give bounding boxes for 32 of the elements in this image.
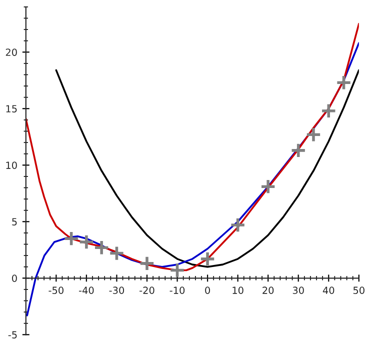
point [108,245,125,262]
x-tick-label: 40 [322,286,334,294]
y-tick-label: 0 [12,274,17,282]
x-tick-label: 20 [262,286,274,294]
point [290,142,306,158]
x-tick-label: 10 [232,286,244,294]
y-tick-label: 10 [6,162,17,169]
y-tick-label: -5 [8,331,17,338]
line-series [55,69,359,268]
line-series [26,22,359,272]
x-tick-label: 50 [353,286,364,294]
point [200,250,216,267]
y-tick-label: 15 [6,105,17,112]
x-tick-label: -10 [170,286,185,294]
x-tick-label: 30 [292,286,304,294]
y-tick-label: 20 [6,48,17,56]
point [336,74,352,91]
y-tick-label: 5 [12,218,17,226]
point [78,234,94,250]
x-tick-label: 0 [205,286,210,294]
point [230,217,246,233]
point [94,240,110,256]
point [320,102,337,119]
point [306,126,322,143]
x-tick-label: -30 [109,286,124,294]
x-tick-label: -20 [140,286,154,294]
point [169,262,186,278]
point [260,178,276,195]
point [139,255,155,272]
x-tick-label: -40 [78,286,94,294]
x-tick-label: -50 [48,286,64,294]
point [63,230,80,247]
